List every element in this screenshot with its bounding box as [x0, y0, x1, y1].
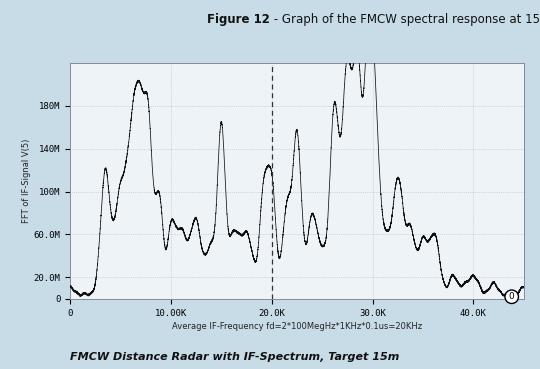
X-axis label: Average IF-Frequency fd=2*100MegHz*1KHz*0.1us=20KHz: Average IF-Frequency fd=2*100MegHz*1KHz*…: [172, 322, 422, 331]
Y-axis label: FFT of IF-Signal V(5): FFT of IF-Signal V(5): [22, 139, 31, 223]
Text: 0: 0: [509, 292, 515, 301]
Text: FMCW Distance Radar with IF-Spectrum, Target 15m: FMCW Distance Radar with IF-Spectrum, Ta…: [70, 352, 400, 362]
Text: - Graph of the FMCW spectral response at 15m.: - Graph of the FMCW spectral response at…: [270, 13, 540, 26]
Text: Figure 12: Figure 12: [207, 13, 270, 26]
